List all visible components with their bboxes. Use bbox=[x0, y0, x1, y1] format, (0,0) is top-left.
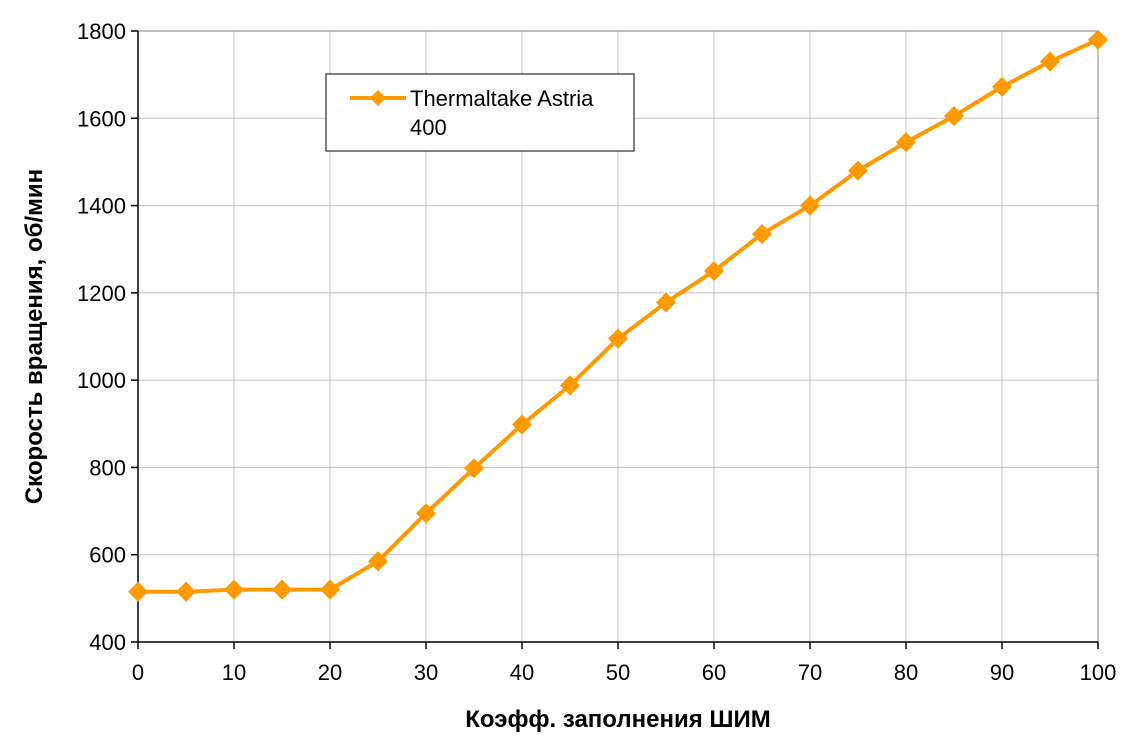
data-point-marker bbox=[992, 76, 1012, 97]
data-point-marker bbox=[224, 579, 244, 600]
x-tick-label: 10 bbox=[222, 660, 246, 685]
legend: Thermaltake Astria 400 bbox=[325, 73, 635, 152]
y-tick-label: 1800 bbox=[77, 19, 126, 44]
data-point-marker bbox=[752, 223, 772, 244]
data-point-marker bbox=[320, 579, 340, 600]
data-point-marker bbox=[512, 414, 532, 435]
legend-label-line-2: 400 bbox=[410, 115, 447, 140]
legend-label-line-1: Thermaltake Astria bbox=[410, 86, 594, 111]
x-tick-label: 60 bbox=[702, 660, 726, 685]
data-point-marker bbox=[608, 328, 628, 349]
data-point-marker bbox=[368, 551, 388, 572]
data-point-marker bbox=[944, 106, 964, 127]
x-tick-label: 30 bbox=[414, 660, 438, 685]
x-tick-label: 20 bbox=[318, 660, 342, 685]
legend-diamond-marker bbox=[370, 90, 386, 106]
data-point-marker bbox=[128, 581, 148, 602]
y-tick-label: 1000 bbox=[77, 368, 126, 393]
legend-box bbox=[325, 73, 635, 152]
data-point-marker bbox=[176, 581, 196, 602]
x-tick-label: 40 bbox=[510, 660, 534, 685]
data-point-marker bbox=[272, 579, 292, 600]
y-tick-label: 1600 bbox=[77, 106, 126, 131]
y-tick-label: 800 bbox=[89, 455, 126, 480]
x-tick-label: 100 bbox=[1080, 660, 1117, 685]
x-tick-label: 0 bbox=[132, 660, 144, 685]
y-axis-title: Скорость вращения, об/мин bbox=[21, 169, 48, 504]
y-tick-label: 400 bbox=[89, 630, 126, 655]
series-layer bbox=[128, 29, 1108, 602]
axes: 400 600 800 1000 1200 1400 1600 1800 0 10 20 30 40 50… bbox=[77, 19, 1116, 685]
data-point-marker bbox=[1088, 29, 1108, 50]
data-point-marker bbox=[416, 503, 436, 524]
data-point-marker bbox=[800, 195, 820, 216]
data-point-marker bbox=[464, 458, 484, 479]
data-point-marker bbox=[656, 292, 676, 313]
x-tick-label: 70 bbox=[798, 660, 822, 685]
x-axis-title: Коэфф. заполнения ШИМ bbox=[465, 706, 770, 733]
x-tick-label: 50 bbox=[606, 660, 630, 685]
data-point-marker bbox=[848, 160, 868, 181]
y-tick-label: 1200 bbox=[77, 281, 126, 306]
y-tick-label: 1400 bbox=[77, 194, 126, 219]
data-point-marker bbox=[560, 375, 580, 396]
data-point-marker bbox=[1040, 51, 1060, 72]
data-point-marker bbox=[896, 132, 916, 153]
x-tick-label: 90 bbox=[990, 660, 1014, 685]
data-point-marker bbox=[704, 261, 724, 282]
x-tick-label: 80 bbox=[894, 660, 918, 685]
y-tick-label: 600 bbox=[89, 543, 126, 568]
